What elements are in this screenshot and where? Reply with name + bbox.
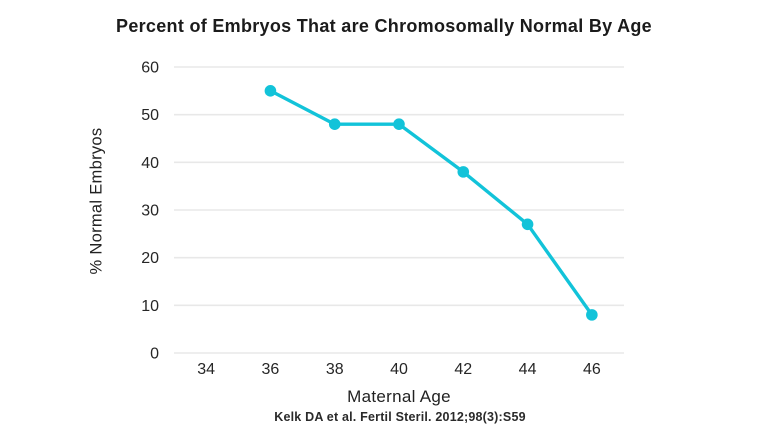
y-tick-label-30: 30 [141,203,159,220]
x-tick-label-42: 42 [454,361,472,378]
data-line [268,89,594,317]
citation-text: Kelk DA et al. Fertil Steril. 2012;98(3)… [274,410,526,424]
y-tick-label-20: 20 [141,250,159,267]
x-axis-label: Maternal Age [347,387,451,406]
y-tick-label-0: 0 [150,346,159,363]
chart-title: Percent of Embryos That are Chromosomall… [116,16,652,36]
y-tick-label-50: 50 [141,107,159,124]
x-tick-label-36: 36 [262,361,280,378]
x-tick-label-38: 38 [326,361,344,378]
x-tick-label-46: 46 [583,361,601,378]
y-tick-label-40: 40 [141,155,159,172]
x-tick-label-34: 34 [197,361,215,378]
data-point-age-46 [586,309,598,321]
data-point-age-38 [328,118,341,130]
data-point-age-42 [457,166,470,178]
x-tick-label-44: 44 [519,361,537,378]
data-point-age-36 [264,85,277,97]
data-point-age-44 [521,218,534,231]
y-tick-label-60: 60 [141,60,159,77]
x-tick-label-40: 40 [390,361,408,378]
data-point-age-40 [393,118,405,130]
y-tick-label-10: 10 [141,298,159,315]
